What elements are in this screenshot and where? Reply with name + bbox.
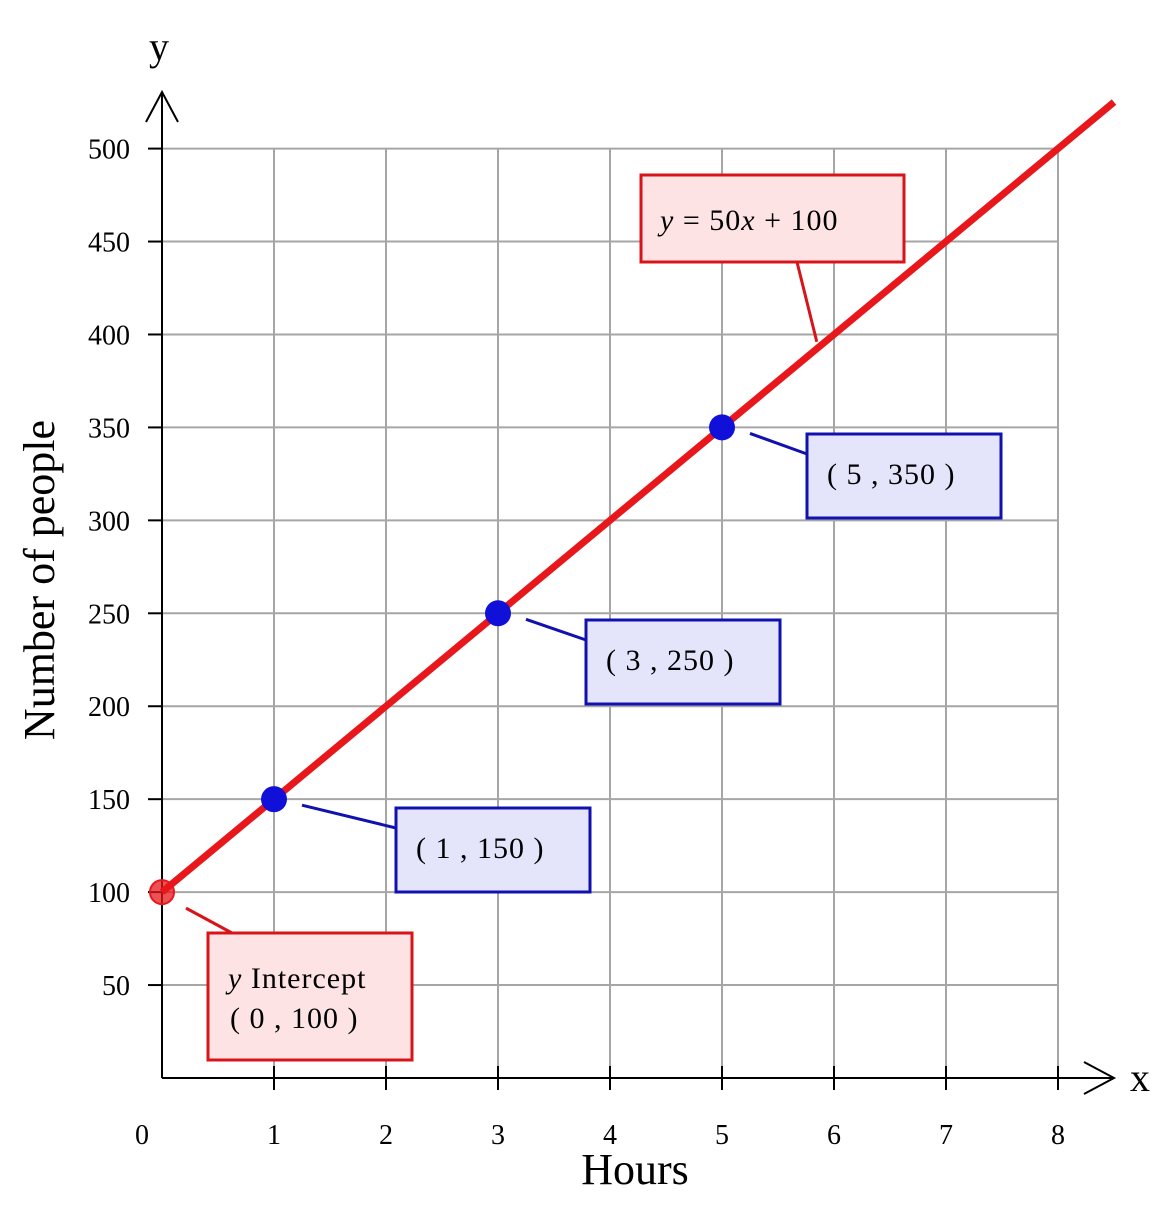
x-axis-arrow <box>1083 1061 1117 1095</box>
point-callout: ( 1 , 150 ) <box>301 803 592 894</box>
x-tick-label: 3 <box>491 1120 505 1151</box>
y-tick-label: 400 <box>88 320 130 351</box>
x-tick-label: 4 <box>603 1120 617 1151</box>
series-line <box>159 99 1117 895</box>
x-tick-label: 1 <box>267 1120 281 1151</box>
points <box>149 414 735 906</box>
y-axis-letter: y <box>149 24 169 69</box>
y-tick-label: 100 <box>88 878 130 909</box>
x-axis-title: Hours <box>581 1145 689 1194</box>
x-tick-label: 6 <box>827 1120 841 1151</box>
intercept-label-title: y Intercept <box>225 962 366 995</box>
point-leader <box>525 617 587 642</box>
equation-leader <box>795 261 819 343</box>
axes <box>145 89 1117 1095</box>
intercept-box <box>206 931 414 1062</box>
y-axis-arrow <box>145 89 179 123</box>
x-axis-letter: x <box>1130 1055 1150 1100</box>
data-point <box>709 414 735 441</box>
data-point <box>485 600 511 627</box>
series-line-layer <box>159 99 1117 895</box>
point-label-box <box>394 806 592 894</box>
tick-labels: 0 1 2 3 4 5 6 7 8 50 100 150 200 250 300 350 400 450 500 <box>88 135 1065 1151</box>
y-tick-label: 300 <box>88 506 130 537</box>
point-label-box <box>584 618 782 706</box>
x-tick-label: 2 <box>379 1120 393 1151</box>
intercept-leader <box>185 906 233 935</box>
point-label: ( 3 , 250 ) <box>606 644 734 677</box>
x-tick-label: 0 <box>135 1120 149 1151</box>
point-label: ( 1 , 150 ) <box>416 832 544 865</box>
x-tick-label: 7 <box>939 1120 953 1151</box>
point-label: ( 5 , 350 ) <box>827 458 955 491</box>
callouts: y = 50x + 100 y Intercept ( 0 , 100 ) ( 1 ,… <box>185 173 1003 1062</box>
equation-callout: y = 50x + 100 <box>639 173 906 343</box>
point-leader <box>749 432 808 456</box>
point-callout: ( 3 , 250 ) <box>525 617 782 706</box>
y-tick-label: 350 <box>88 413 130 444</box>
equation-label: y = 50x + 100 <box>657 204 839 237</box>
y-tick-label: 200 <box>88 692 130 723</box>
y-tick-label: 50 <box>102 971 130 1002</box>
y-tick-label: 450 <box>88 228 130 259</box>
intercept-label-coords: ( 0 , 100 ) <box>230 1002 358 1035</box>
data-point <box>261 786 287 813</box>
point-label-box <box>805 432 1003 520</box>
y-tick-label: 250 <box>88 599 130 630</box>
x-tick-label: 8 <box>1051 1120 1065 1151</box>
intercept-callout: y Intercept ( 0 , 100 ) <box>185 906 414 1062</box>
equation-box <box>639 173 906 264</box>
y-axis-title: Number of people <box>15 420 64 740</box>
y-tick-label: 500 <box>88 135 130 166</box>
point-leader <box>301 803 397 830</box>
y-tick-label: 150 <box>88 785 130 816</box>
intercept-point <box>149 879 175 906</box>
x-tick-label: 5 <box>715 1120 729 1151</box>
point-callout: ( 5 , 350 ) <box>749 432 1003 520</box>
